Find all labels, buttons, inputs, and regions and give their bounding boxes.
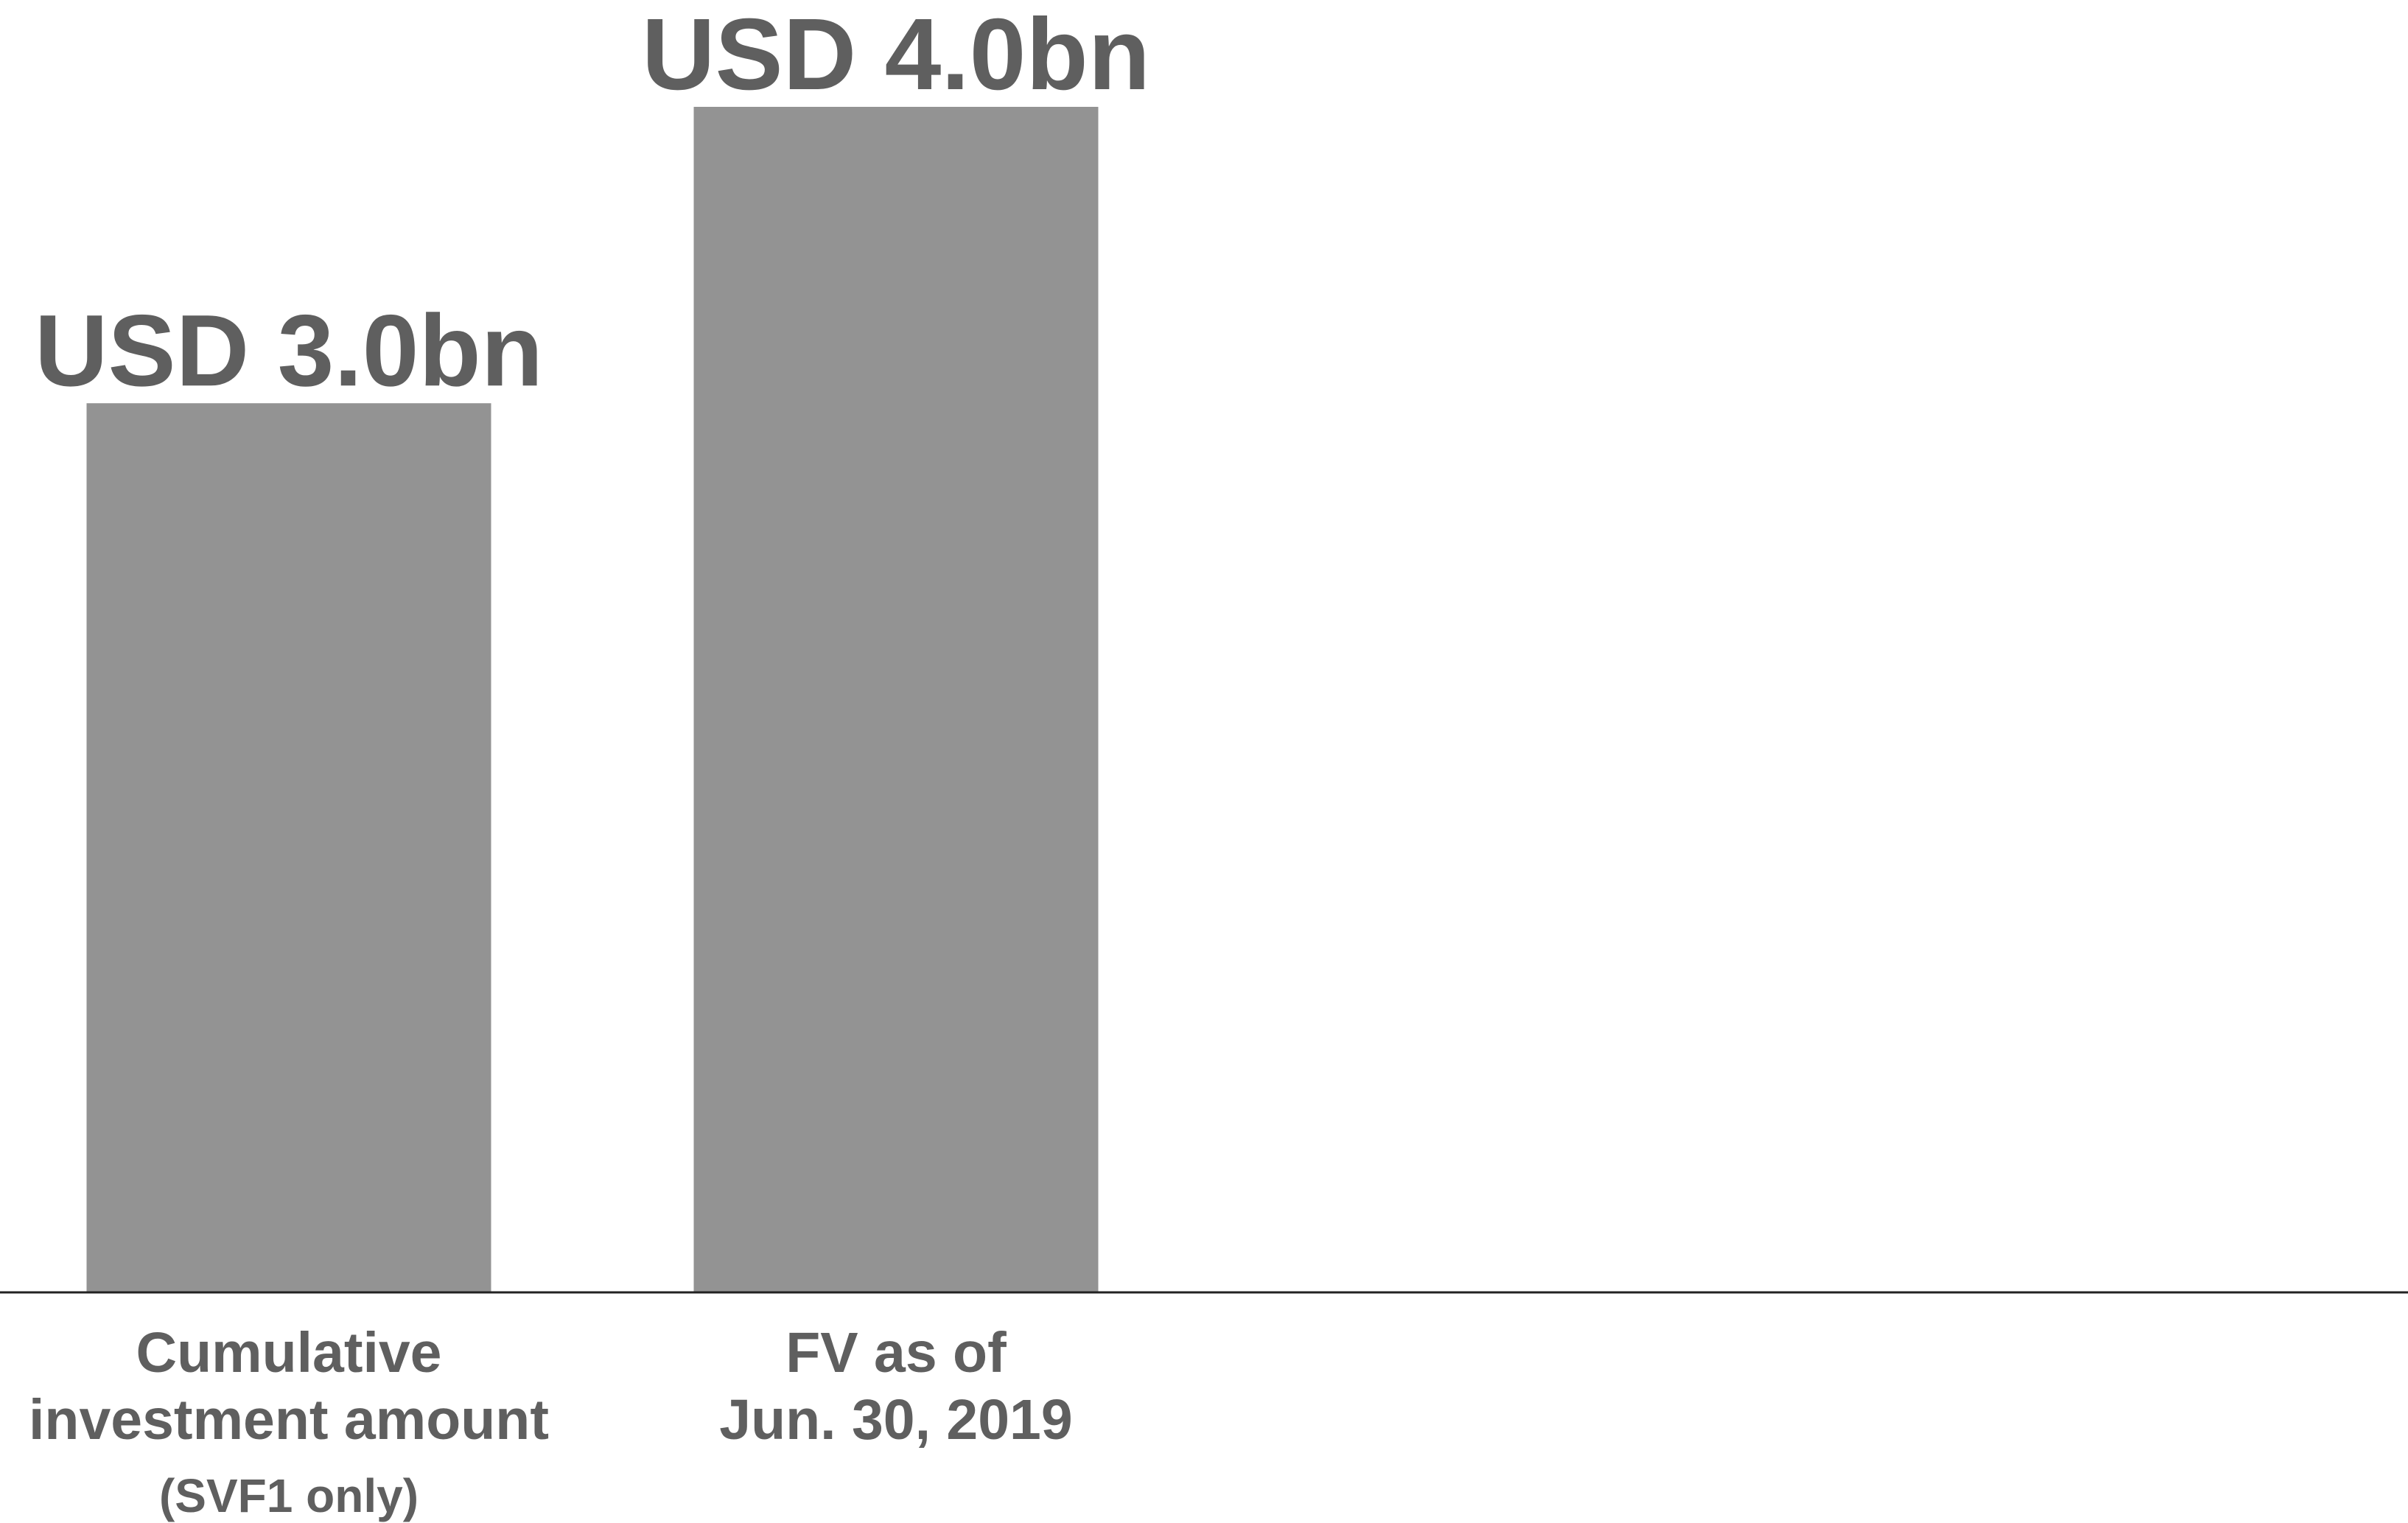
bar-value-label-2: USD 4.0bn [642, 0, 1150, 111]
bars-group [86, 107, 1099, 1292]
category-note-1: (SVF1 only) [159, 1469, 419, 1522]
bar-value-label-1: USD 3.0bn [35, 294, 543, 407]
category-label-1-line-2: investment amount [29, 1388, 549, 1452]
bar-2 [693, 107, 1099, 1292]
category-label-1-line-1: Cumulative [136, 1321, 441, 1384]
bar-1 [86, 403, 491, 1292]
category-label-2-line-1: FV as of [785, 1321, 1007, 1384]
category-label-2-line-2: Jun. 30, 2019 [719, 1388, 1072, 1452]
